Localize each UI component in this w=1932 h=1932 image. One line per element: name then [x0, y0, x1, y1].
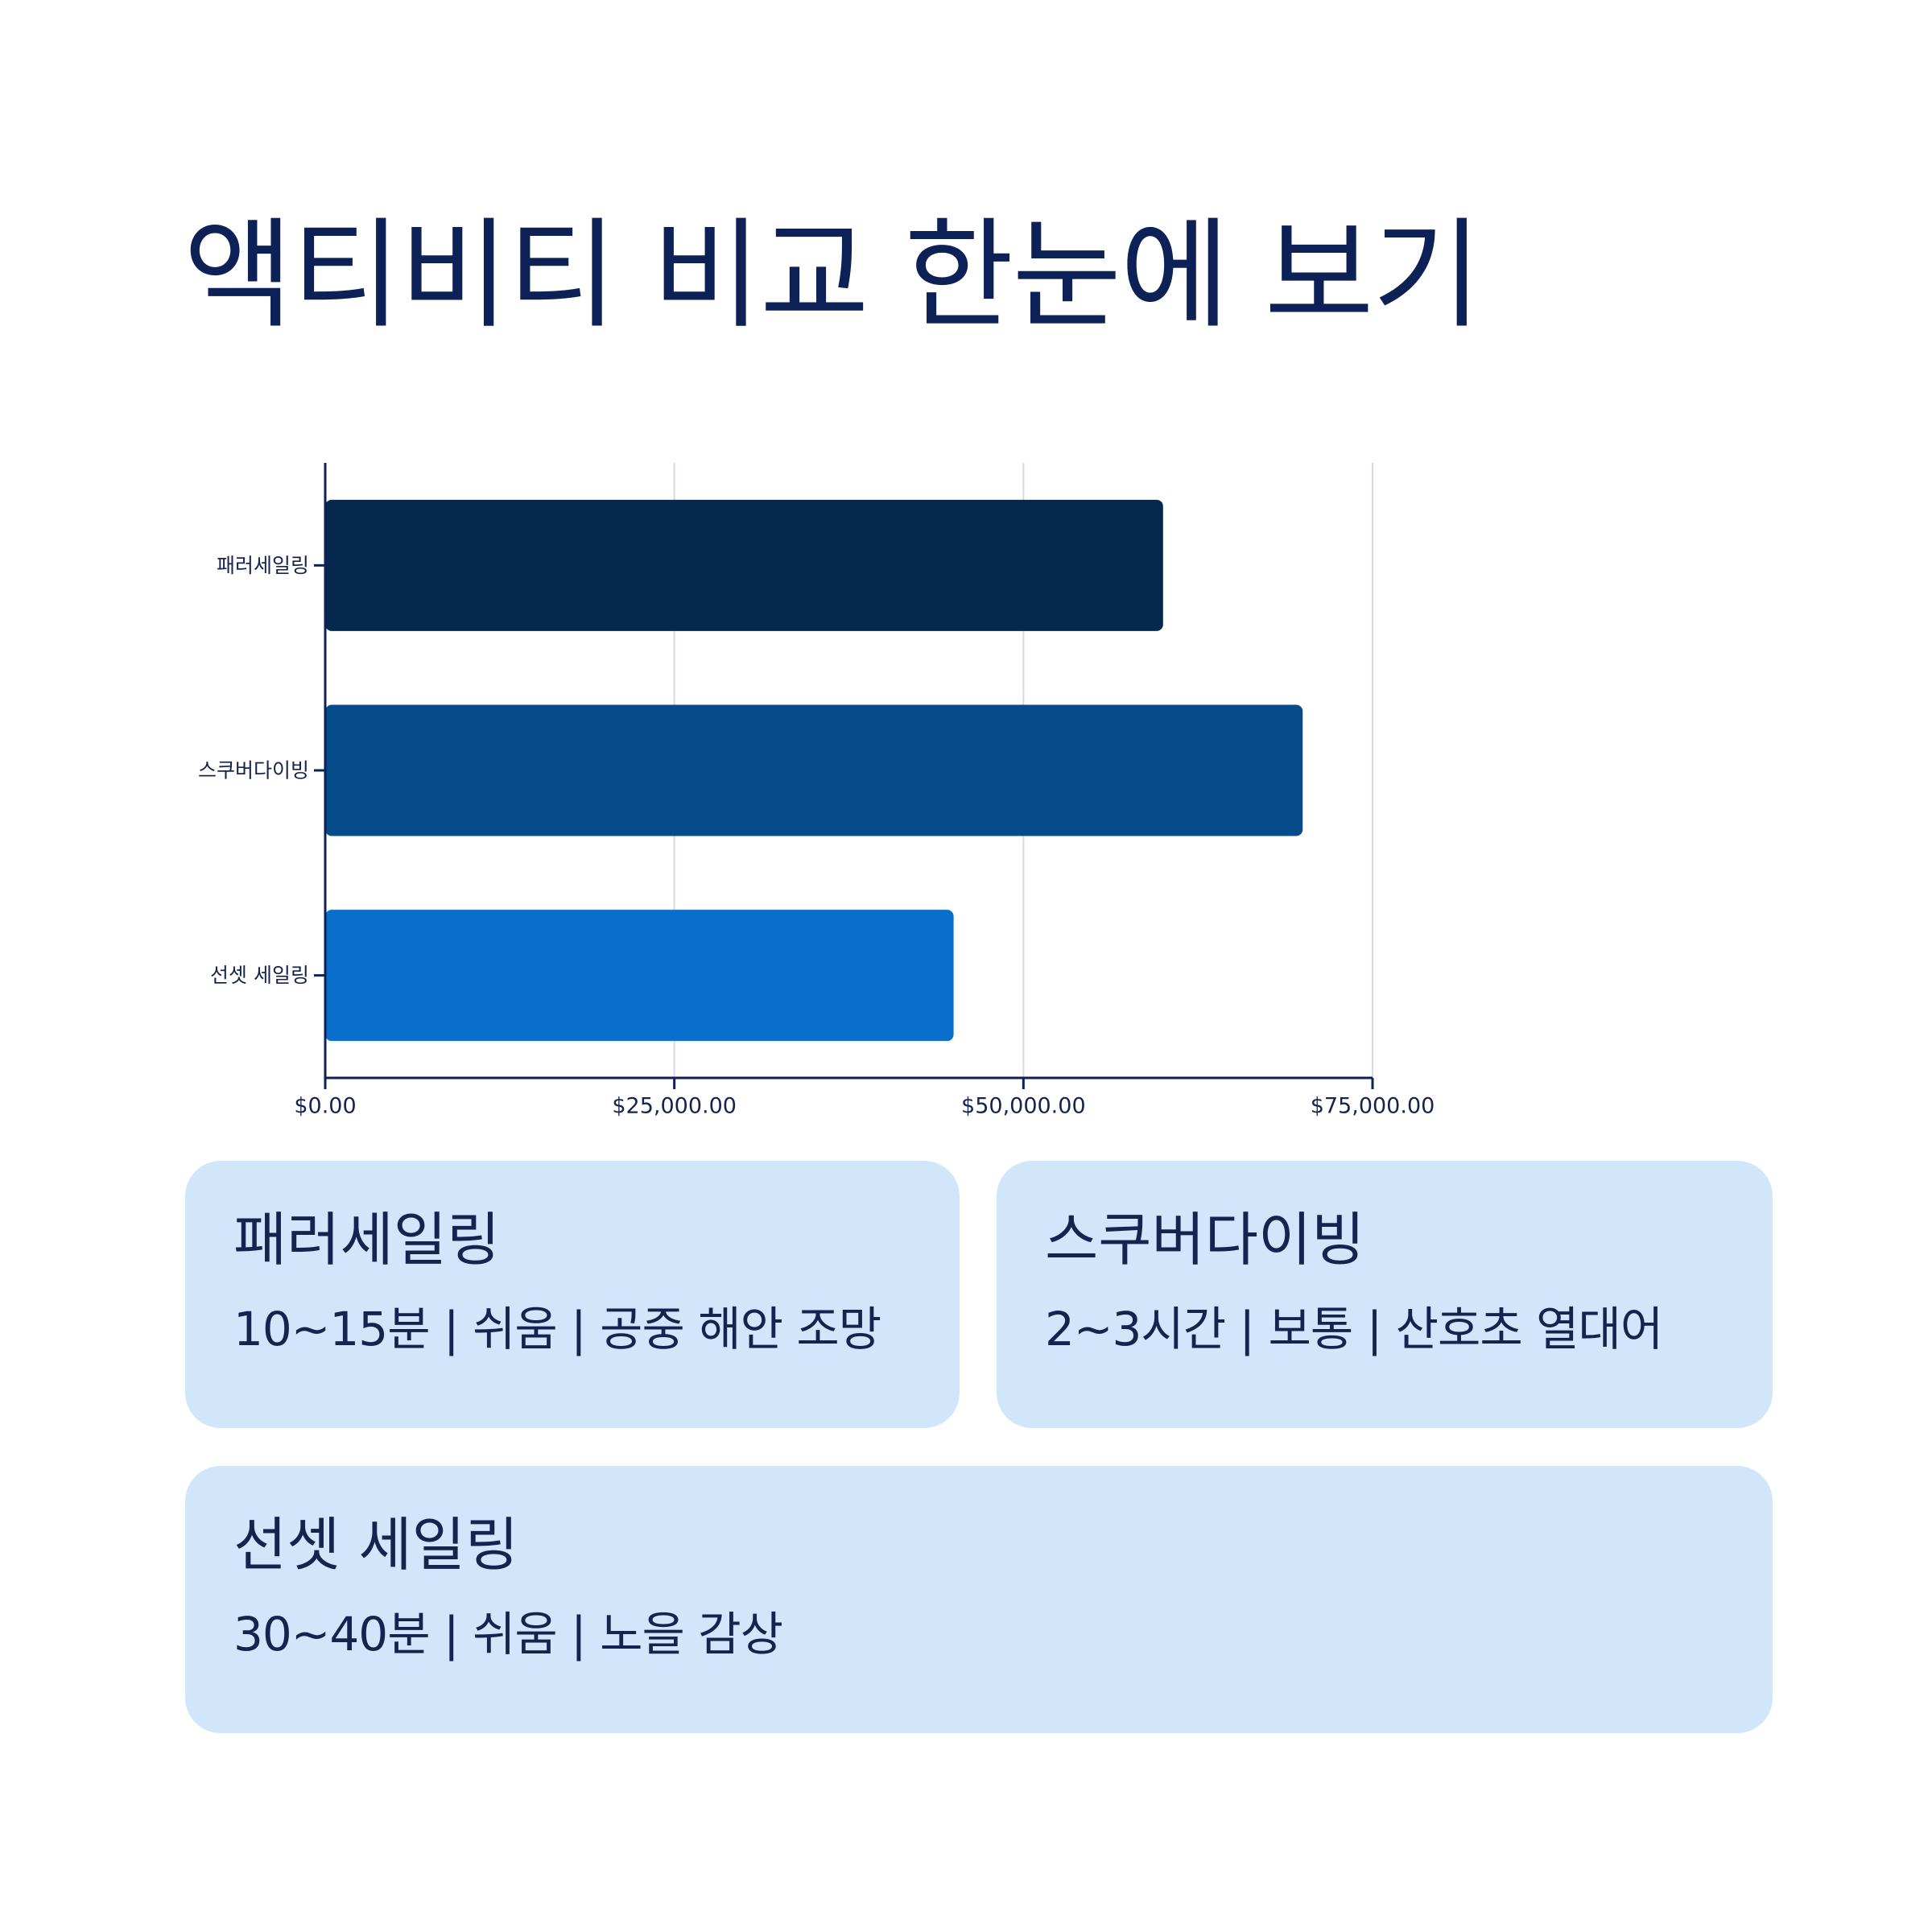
activity-card-scuba-diving: 스쿠버다이빙 2~3시간 | 보통 | 산호초 열대어 — [997, 1161, 1773, 1428]
y-tick-label: 스쿠버다이빙 — [198, 759, 309, 782]
x-tick-label: $25,000.00 — [612, 1094, 737, 1119]
x-tick-label: $75,000.00 — [1311, 1094, 1435, 1119]
x-tick-label: $50,000.00 — [961, 1094, 1086, 1119]
page-title: 액티비티 비교 한눈에 보기 — [184, 206, 1482, 345]
activity-card-sunset-sailing: 선셋 세일링 30~40분 | 쉬움 | 노을 감상 — [185, 1466, 1773, 1733]
y-tick-label: 패러세일링 — [217, 554, 309, 577]
activity-card-parasailing: 패러세일링 10~15분 | 쉬움 | 공중 해안 조망 — [185, 1161, 960, 1428]
bar — [325, 499, 1163, 631]
card-description: 2~3시간 | 보통 | 산호초 열대어 — [1045, 1302, 1663, 1356]
card-description: 30~40분 | 쉬움 | 노을 감상 — [233, 1607, 783, 1662]
y-tick-label: 선셋 세일링 — [210, 964, 309, 987]
card-description: 10~15분 | 쉬움 | 공중 해안 조망 — [233, 1302, 881, 1356]
card-title: 스쿠버다이빙 — [1045, 1206, 1365, 1274]
x-tick-label: $0.00 — [294, 1094, 356, 1119]
bar — [325, 704, 1303, 836]
bar — [325, 910, 954, 1042]
card-title: 패러세일링 — [233, 1206, 501, 1274]
card-title: 선셋 세일링 — [233, 1511, 519, 1579]
